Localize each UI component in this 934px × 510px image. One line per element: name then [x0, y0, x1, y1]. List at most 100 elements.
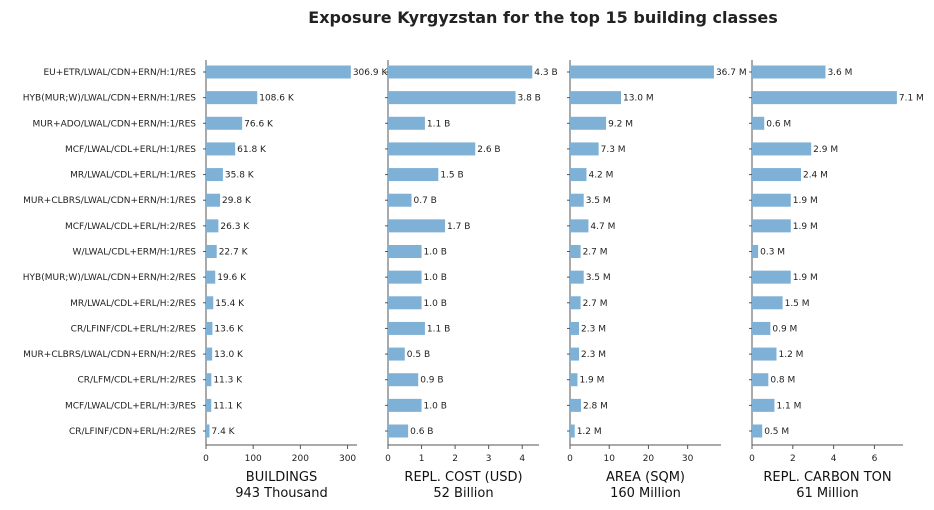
category-label: CR/LFINF/CDN+ERL/H:2/RES [69, 427, 196, 437]
data-label: 2.6 B [477, 145, 500, 155]
category-label: MCF/LWAL/CDL+ERL/H:2/RES [65, 222, 196, 232]
data-label: 0.9 B [420, 376, 443, 386]
x-tick-label: 0 [567, 454, 573, 464]
bar [570, 168, 587, 182]
bar [206, 424, 210, 438]
bar [752, 91, 897, 105]
bar [570, 373, 578, 387]
data-label: 61.8 K [237, 145, 267, 155]
data-label: 76.6 K [244, 119, 274, 129]
data-label: 1.9 M [793, 222, 818, 232]
bar [570, 142, 599, 156]
data-label: 1.9 M [793, 196, 818, 206]
data-label: 0.7 B [413, 196, 436, 206]
x-tick-label: 1 [419, 454, 425, 464]
bar [388, 116, 425, 130]
data-label: 4.3 B [534, 68, 557, 78]
data-label: 2.8 M [583, 401, 608, 411]
x-tick-label: 3 [486, 454, 492, 464]
data-label: 2.7 M [583, 299, 608, 309]
data-label: 108.6 K [259, 94, 295, 104]
data-label: 13.0 M [623, 94, 654, 104]
data-label: 4.2 M [588, 171, 613, 181]
x-tick-label: 20 [643, 454, 655, 464]
data-label: 35.8 K [225, 171, 255, 181]
bar [206, 142, 236, 156]
bar [752, 168, 801, 182]
data-label: 4.7 M [590, 222, 615, 232]
bar [570, 116, 607, 130]
data-label: 29.8 K [222, 196, 252, 206]
bar [752, 347, 777, 361]
category-label: W/LWAL/CDL+ERM/H:1/RES [73, 248, 197, 258]
bar [570, 245, 581, 258]
x-axis-total: 160 Million [610, 486, 681, 501]
data-label: 36.7 M [716, 68, 747, 78]
x-axis-title: REPL. CARBON TON [763, 470, 891, 485]
data-label: 26.3 K [220, 222, 250, 232]
data-label: 1.1 B [427, 324, 450, 334]
data-label: 1.0 B [424, 299, 447, 309]
data-label: 0.6 B [410, 427, 433, 437]
bar [752, 373, 769, 387]
data-label: 1.2 M [577, 427, 602, 437]
category-label: MUR+CLBRS/LWAL/CDN+ERN/H:2/RES [23, 350, 196, 360]
bar [570, 321, 580, 335]
x-axis-title: AREA (SQM) [606, 470, 685, 485]
bar [388, 347, 405, 361]
bar [752, 424, 763, 438]
bar [388, 321, 425, 335]
bar [752, 296, 783, 310]
category-label: CR/LFINF/CDL+ERL/H:2/RES [71, 324, 197, 334]
bar [570, 347, 580, 361]
bar [388, 424, 409, 438]
bar [206, 270, 216, 284]
data-label: 22.7 K [219, 248, 249, 258]
x-tick-label: 0 [385, 454, 391, 464]
data-label: 0.9 M [772, 324, 797, 334]
x-tick-label: 300 [339, 454, 356, 464]
x-tick-label: 100 [245, 454, 262, 464]
data-label: 2.4 M [803, 171, 828, 181]
x-tick-label: 6 [872, 454, 878, 464]
data-label: 3.6 M [827, 68, 852, 78]
data-label: 0.8 M [770, 376, 795, 386]
data-label: 7.1 M [899, 94, 924, 104]
data-label: 1.7 B [447, 222, 470, 232]
data-label: 1.9 M [793, 273, 818, 283]
data-label: 306.9 K [353, 68, 389, 78]
bar [388, 245, 422, 258]
x-tick-label: 0 [749, 454, 755, 464]
x-tick-label: 2 [452, 454, 458, 464]
category-label: MR/LWAL/CDL+ERL/H:1/RES [70, 171, 196, 181]
data-label: 13.0 K [214, 350, 244, 360]
category-label: HYB(MUR;W)/LWAL/CDN+ERN/H:2/RES [23, 273, 197, 283]
data-label: 3.5 M [586, 196, 611, 206]
data-label: 7.3 M [601, 145, 626, 155]
data-label: 1.5 B [440, 171, 463, 181]
bar [206, 168, 223, 182]
bar [752, 321, 771, 335]
category-label: MUR+ADO/LWAL/CDN+ERN/H:1/RES [32, 119, 196, 129]
bar [570, 398, 581, 412]
bar [206, 373, 212, 387]
x-tick-label: 2 [790, 454, 796, 464]
data-label: 3.8 B [518, 94, 541, 104]
bar [570, 91, 621, 105]
bar [206, 193, 221, 207]
data-label: 2.9 M [813, 145, 838, 155]
bar [570, 296, 581, 310]
x-axis-total: 52 Billion [433, 486, 493, 501]
bar [388, 65, 533, 79]
bar [388, 373, 419, 387]
bar [570, 424, 575, 438]
x-tick-label: 200 [292, 454, 309, 464]
data-label: 1.5 M [785, 299, 810, 309]
bar [206, 65, 351, 79]
data-label: 13.6 K [214, 324, 244, 334]
category-label: HYB(MUR;W)/LWAL/CDN+ERN/H:1/RES [23, 94, 197, 104]
bar [206, 116, 243, 130]
category-label: MR/LWAL/CDL+ERL/H:2/RES [70, 299, 196, 309]
bar [388, 193, 412, 207]
